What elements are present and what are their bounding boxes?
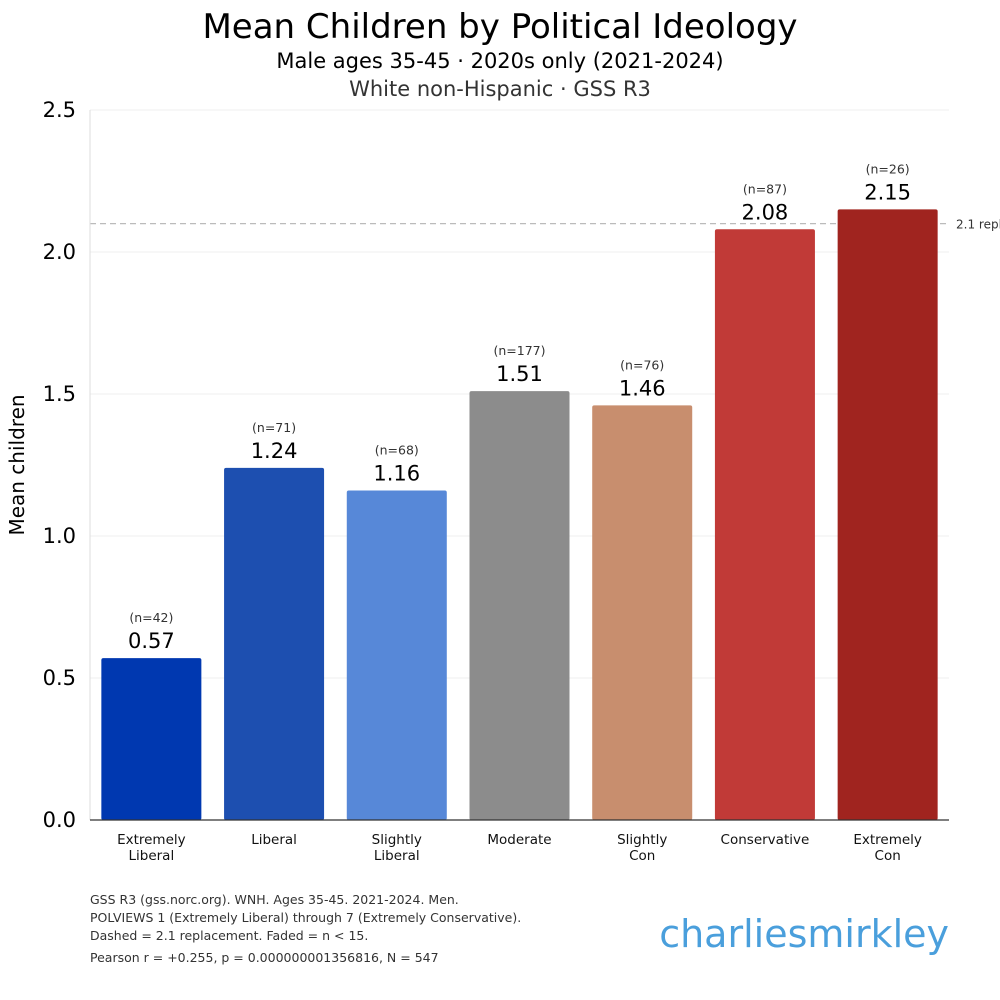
bar bbox=[224, 467, 325, 820]
footnote-legend: Dashed = 2.1 replacement. Faded = n < 15… bbox=[90, 928, 369, 943]
x-tick-label: Liberal bbox=[128, 848, 174, 864]
bar-value-label: 1.24 bbox=[251, 439, 298, 463]
reference-line-label: 2.1 replacement bbox=[956, 218, 1000, 232]
bar bbox=[101, 658, 202, 820]
bar-value-label: 2.08 bbox=[742, 200, 789, 224]
brand-watermark: charliesmirkley bbox=[659, 912, 949, 956]
y-axis-label: Mean children bbox=[5, 394, 29, 535]
bar bbox=[592, 405, 693, 820]
footnote-stats: Pearson r = +0.255, p = 0.00000000135681… bbox=[90, 950, 439, 965]
bar-n-label: (n=177) bbox=[493, 343, 545, 358]
y-tick-label: 1.5 bbox=[43, 382, 76, 406]
footnote-scale: POLVIEWS 1 (Extremely Liberal) through 7… bbox=[90, 910, 522, 925]
x-tick-label: Conservative bbox=[721, 832, 810, 848]
bar-n-label: (n=42) bbox=[129, 610, 173, 625]
bar bbox=[469, 391, 570, 820]
bar-value-label: 1.16 bbox=[373, 462, 420, 486]
x-tick-label: Extremely bbox=[117, 832, 186, 848]
x-tick-label: Slightly bbox=[372, 832, 422, 848]
x-tick-label: Slightly bbox=[617, 832, 667, 848]
bar-n-label: (n=26) bbox=[866, 161, 910, 176]
bar-value-label: 2.15 bbox=[864, 180, 911, 204]
bar-n-label: (n=68) bbox=[375, 443, 419, 458]
bar-value-label: 1.46 bbox=[619, 376, 666, 400]
bar-n-label: (n=76) bbox=[620, 357, 664, 372]
x-tick-label: Liberal bbox=[251, 832, 297, 848]
x-tick-label: Moderate bbox=[487, 832, 551, 848]
bar-n-label: (n=87) bbox=[743, 181, 787, 196]
reference-line-group: 2.1 replacement bbox=[90, 218, 1000, 232]
x-tick-label: Extremely bbox=[853, 832, 922, 848]
chart-title: Mean Children by Political Ideology bbox=[202, 7, 797, 47]
y-tick-label: 0.5 bbox=[43, 666, 76, 690]
x-tick-label: Con bbox=[875, 848, 901, 864]
x-tick-label: Con bbox=[629, 848, 655, 864]
chart-subtitle-secondary: White non-Hispanic · GSS R3 bbox=[349, 77, 651, 101]
bar bbox=[714, 229, 815, 820]
y-tick-label: 1.0 bbox=[43, 524, 76, 548]
bar bbox=[346, 490, 447, 820]
bars bbox=[101, 209, 938, 820]
y-tick-label: 0.0 bbox=[43, 808, 76, 832]
bar-value-label: 1.51 bbox=[496, 362, 543, 386]
bar bbox=[837, 209, 938, 820]
x-tick-label: Liberal bbox=[374, 848, 420, 864]
bar-n-label: (n=71) bbox=[252, 420, 296, 435]
axes: 0.00.51.01.52.02.5ExtremelyLiberalLibera… bbox=[43, 98, 949, 864]
y-tick-label: 2.5 bbox=[43, 98, 76, 122]
data-labels: 0.57 (n=42) 1.24 (n=71) 1.16 (n=68) 1.51 (n=177… bbox=[128, 161, 911, 653]
footnote-source: GSS R3 (gss.norc.org). WNH. Ages 35-45. … bbox=[90, 892, 459, 907]
bar-value-label: 0.57 bbox=[128, 629, 175, 653]
y-tick-label: 2.0 bbox=[43, 240, 76, 264]
chart-subtitle: Male ages 35-45 · 2020s only (2021-2024) bbox=[276, 49, 723, 73]
